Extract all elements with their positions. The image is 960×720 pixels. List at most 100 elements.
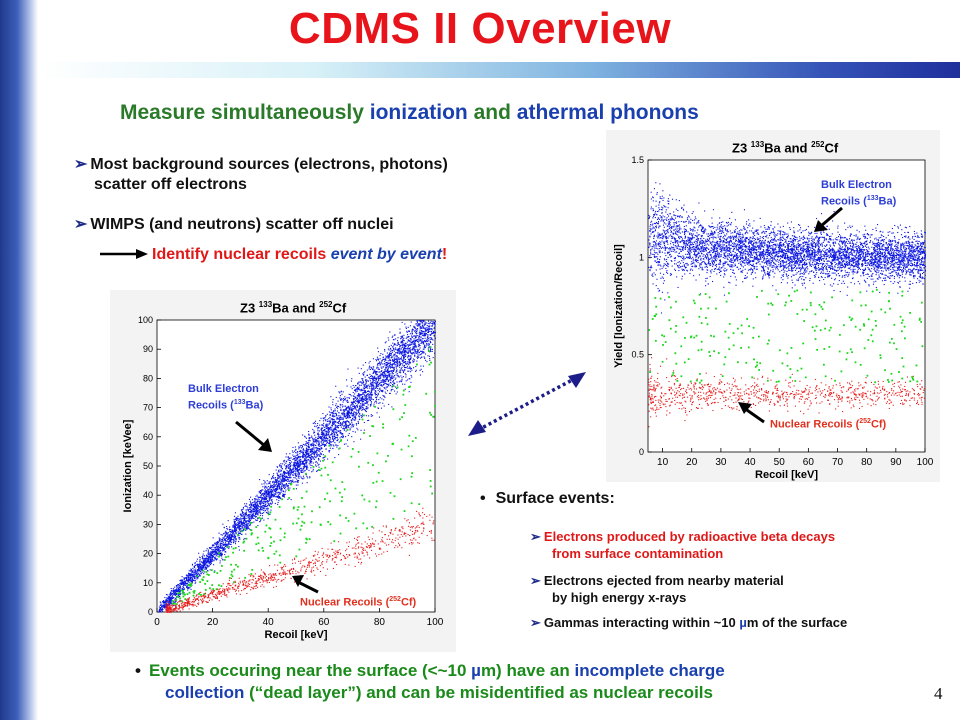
electron-recoil-point (432, 330, 435, 332)
electron-recoil-point (392, 349, 394, 352)
electron-recoil-point (248, 521, 250, 523)
electron-recoil-point (233, 520, 235, 522)
electron-recoil-point (172, 587, 174, 590)
electron-recoil-point (257, 505, 259, 507)
electron-recoil-point (193, 573, 195, 575)
electron-recoil-point (354, 389, 356, 391)
electron-recoil-point (405, 350, 407, 352)
electron-recoil-point (225, 537, 228, 539)
electron-recoil-point (199, 566, 201, 568)
electron-recoil-point (283, 464, 286, 466)
electron-recoil-point (208, 565, 210, 567)
electron-recoil-point (429, 358, 431, 360)
electron-recoil-point (353, 399, 355, 401)
electron-recoil-point (245, 529, 247, 531)
electron-recoil-point (297, 471, 299, 473)
electron-recoil-point (381, 381, 383, 383)
electron-recoil-point (210, 546, 212, 548)
electron-recoil-point (382, 374, 385, 376)
electron-recoil-point (296, 452, 298, 454)
electron-recoil-point (292, 451, 294, 453)
electron-recoil-point (345, 413, 347, 415)
electron-recoil-point (318, 463, 320, 465)
electron-recoil-point (254, 506, 256, 508)
electron-recoil-point (383, 383, 385, 385)
electron-recoil-point (193, 572, 195, 574)
electron-recoil-point (350, 412, 352, 414)
electron-recoil-point (295, 465, 297, 467)
electron-recoil-point (224, 548, 226, 550)
electron-recoil-point (329, 443, 331, 445)
subtitle-part4: athermal phonons (516, 101, 699, 124)
electron-recoil-point (257, 510, 259, 512)
electron-recoil-point (214, 553, 216, 555)
electron-recoil-point (283, 479, 285, 481)
electron-recoil-point (396, 360, 398, 362)
electron-recoil-point (249, 512, 251, 514)
electron-recoil-point (348, 407, 350, 409)
electron-recoil-point (338, 391, 340, 393)
electron-recoil-point (404, 343, 406, 345)
electron-recoil-point (426, 324, 428, 327)
electron-recoil-point (177, 590, 179, 592)
electron-recoil-point (369, 391, 371, 393)
electron-recoil-point (316, 441, 318, 443)
electron-recoil-point (312, 456, 314, 458)
electron-recoil-point (308, 430, 310, 433)
electron-recoil-point (363, 429, 365, 431)
electron-recoil-point (291, 480, 293, 482)
electron-recoil-point (210, 562, 212, 564)
electron-recoil-point (199, 557, 201, 559)
electron-recoil-point (341, 436, 343, 438)
electron-recoil-point (402, 349, 404, 351)
electron-recoil-point (244, 517, 246, 519)
electron-recoil-point (319, 455, 321, 457)
electron-recoil-point (233, 535, 236, 537)
electron-recoil-point (414, 352, 416, 354)
electron-recoil-point (344, 420, 346, 423)
electron-recoil-point (352, 405, 354, 407)
electron-recoil-point (204, 566, 207, 568)
electron-recoil-point (300, 470, 302, 472)
electron-recoil-point (212, 537, 214, 539)
electron-recoil-point (248, 520, 251, 522)
electron-recoil-point (255, 509, 258, 511)
electron-recoil-point (290, 499, 292, 501)
electron-recoil-point (305, 447, 307, 449)
electron-recoil-point (307, 450, 309, 453)
electron-recoil-point (358, 413, 360, 415)
electron-recoil-point (208, 556, 210, 558)
electron-recoil-point (293, 464, 295, 466)
electron-recoil-point (417, 323, 419, 325)
electron-recoil-point (375, 371, 377, 373)
electron-recoil-point (190, 578, 192, 580)
electron-recoil-point (377, 351, 379, 353)
electron-recoil-point (416, 356, 418, 358)
electron-recoil-point (162, 609, 164, 611)
electron-recoil-point (245, 517, 247, 519)
electron-recoil-point (223, 547, 225, 549)
electron-recoil-point (399, 348, 401, 350)
electron-recoil-point (260, 490, 263, 492)
electron-recoil-point (375, 387, 377, 389)
electron-recoil-point (238, 545, 240, 548)
electron-recoil-point (403, 344, 405, 346)
electron-recoil-point (301, 463, 303, 465)
electron-recoil-point (265, 491, 267, 494)
electron-recoil-point (176, 591, 178, 593)
electron-recoil-point (253, 515, 255, 517)
electron-recoil-point (353, 424, 355, 426)
electron-recoil-point (390, 379, 392, 381)
electron-recoil-point (241, 508, 243, 511)
electron-recoil-point (328, 450, 330, 452)
electron-recoil-point (225, 540, 227, 542)
electron-recoil-point (394, 364, 396, 366)
electron-recoil-point (268, 498, 271, 500)
electron-recoil-point (415, 370, 417, 373)
electron-recoil-point (164, 607, 166, 609)
electron-recoil-point (379, 358, 381, 360)
electron-recoil-point (249, 508, 251, 510)
electron-recoil-point (211, 554, 213, 556)
electron-recoil-point (379, 383, 381, 385)
electron-recoil-point (254, 519, 257, 521)
